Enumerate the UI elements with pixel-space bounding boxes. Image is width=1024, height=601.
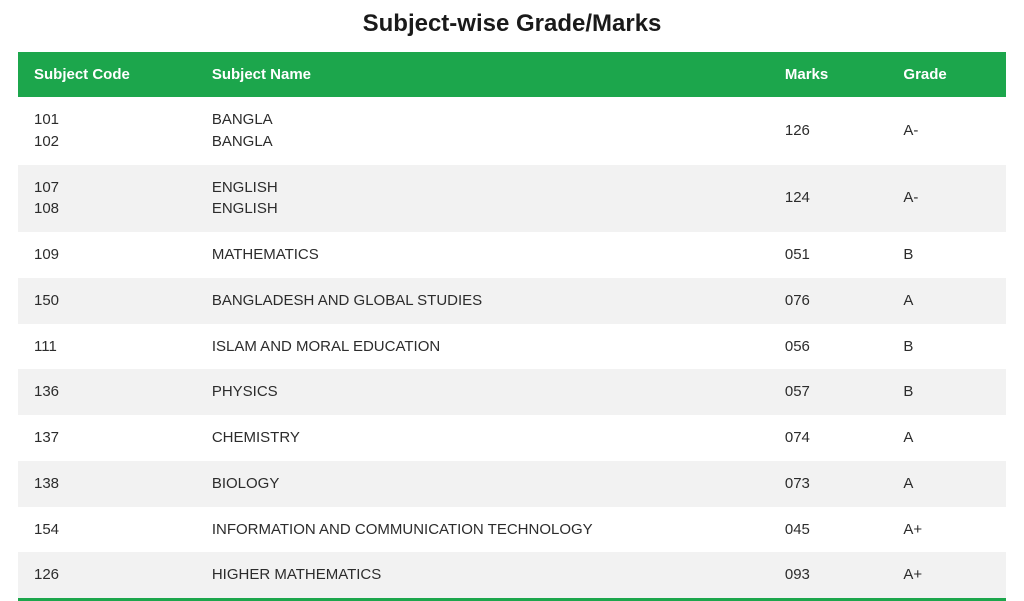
table-row: 150BANGLADESH AND GLOBAL STUDIES076A: [18, 278, 1006, 324]
cell-subject-name: ISLAM AND MORAL EDUCATION: [196, 324, 769, 370]
table-row: 154INFORMATION AND COMMUNICATION TECHNOL…: [18, 507, 1006, 553]
cell-subject-code: 101102: [18, 97, 196, 165]
page-title: Subject-wise Grade/Marks: [18, 10, 1006, 38]
cell-subject-name: PHYSICS: [196, 369, 769, 415]
col-header-name: Subject Name: [196, 52, 769, 97]
cell-grade: A: [887, 461, 1006, 507]
cell-subject-code: 136: [18, 369, 196, 415]
cell-marks: 074: [769, 415, 888, 461]
cell-grade: A: [887, 415, 1006, 461]
table-row: 107108ENGLISHENGLISH124A-: [18, 165, 1006, 233]
table-row: 111ISLAM AND MORAL EDUCATION056B: [18, 324, 1006, 370]
cell-subject-code: 107108: [18, 165, 196, 233]
table-row: 138BIOLOGY073A: [18, 461, 1006, 507]
cell-grade: A: [887, 278, 1006, 324]
table-row: 101102BANGLABANGLA126A-: [18, 97, 1006, 165]
cell-subject-name: BANGLABANGLA: [196, 97, 769, 165]
cell-grade: A+: [887, 507, 1006, 553]
table-row: 136PHYSICS057B: [18, 369, 1006, 415]
grade-table: Subject Code Subject Name Marks Grade 10…: [18, 52, 1006, 601]
cell-grade: B: [887, 369, 1006, 415]
cell-subject-code: 138: [18, 461, 196, 507]
cell-subject-name: ENGLISHENGLISH: [196, 165, 769, 233]
cell-subject-name: CHEMISTRY: [196, 415, 769, 461]
col-header-marks: Marks: [769, 52, 888, 97]
cell-grade: B: [887, 324, 1006, 370]
table-row: 109MATHEMATICS051B: [18, 232, 1006, 278]
cell-grade: B: [887, 232, 1006, 278]
cell-marks: 126: [769, 97, 888, 165]
table-header-row: Subject Code Subject Name Marks Grade: [18, 52, 1006, 97]
cell-subject-name: INFORMATION AND COMMUNICATION TECHNOLOGY: [196, 507, 769, 553]
cell-subject-code: 150: [18, 278, 196, 324]
table-row: 137CHEMISTRY074A: [18, 415, 1006, 461]
cell-subject-code: 154: [18, 507, 196, 553]
cell-subject-code: 111: [18, 324, 196, 370]
cell-marks: 076: [769, 278, 888, 324]
col-header-grade: Grade: [887, 52, 1006, 97]
cell-grade: A-: [887, 165, 1006, 233]
cell-marks: 073: [769, 461, 888, 507]
cell-subject-code: 137: [18, 415, 196, 461]
col-header-code: Subject Code: [18, 52, 196, 97]
cell-marks: 056: [769, 324, 888, 370]
cell-subject-name: MATHEMATICS: [196, 232, 769, 278]
cell-subject-name: BANGLADESH AND GLOBAL STUDIES: [196, 278, 769, 324]
cell-marks: 124: [769, 165, 888, 233]
cell-marks: 045: [769, 507, 888, 553]
cell-marks: 057: [769, 369, 888, 415]
cell-subject-name: BIOLOGY: [196, 461, 769, 507]
cell-grade: A-: [887, 97, 1006, 165]
cell-subject-code: 109: [18, 232, 196, 278]
grade-table-body: 101102BANGLABANGLA126A-107108ENGLISHENGL…: [18, 97, 1006, 600]
grade-sheet: Subject-wise Grade/Marks Subject Code Su…: [0, 0, 1024, 601]
cell-marks: 051: [769, 232, 888, 278]
